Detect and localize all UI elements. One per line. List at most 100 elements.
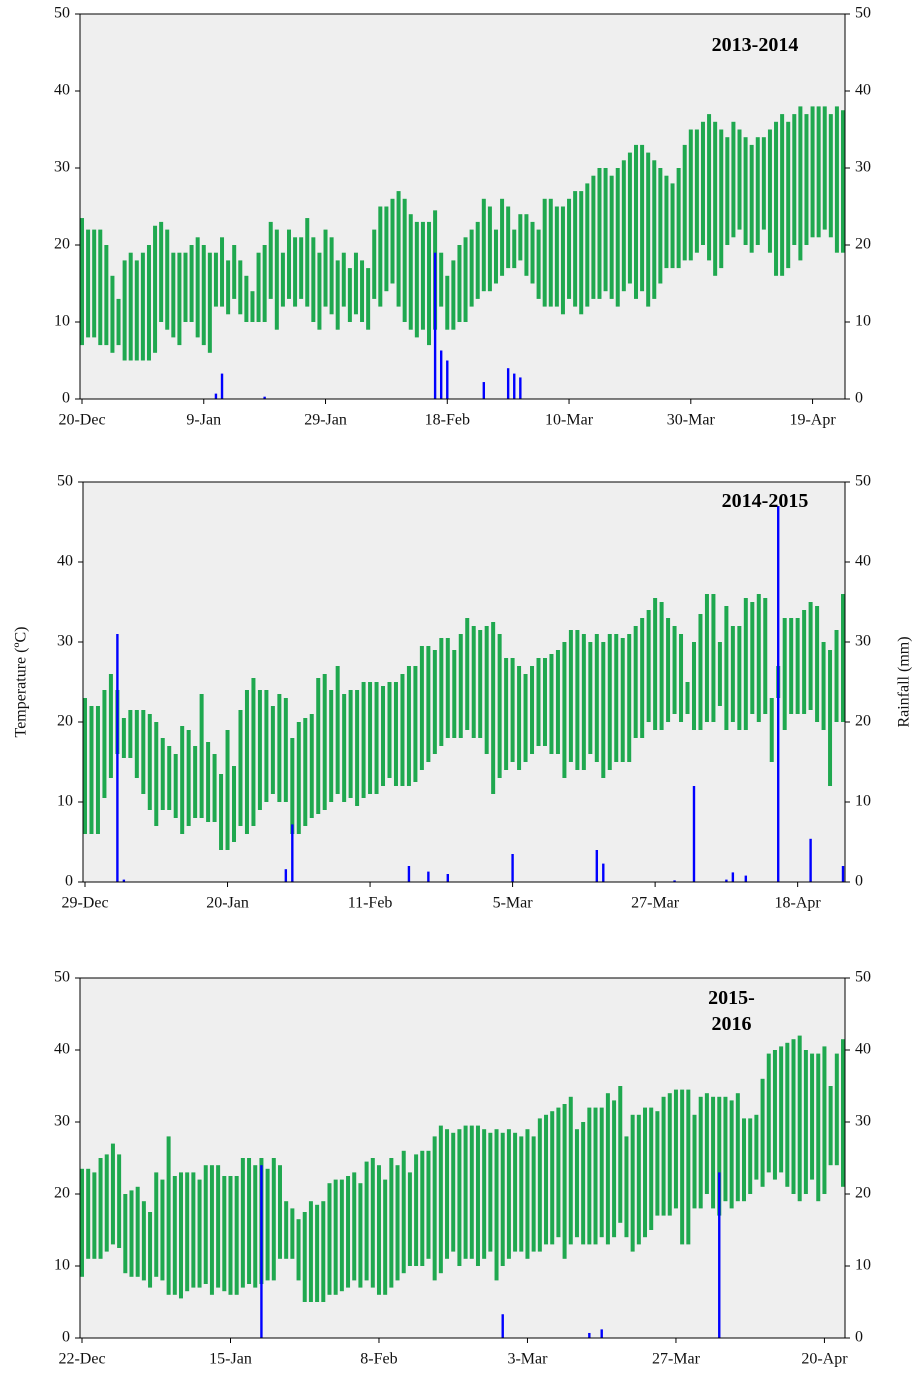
y-tick-label: 40 xyxy=(54,1041,70,1058)
y2-tick-label: 20 xyxy=(855,236,871,253)
y-tick-label: 30 xyxy=(57,633,73,650)
temperature-range-bar xyxy=(815,606,820,722)
rainfall-bar xyxy=(809,838,812,882)
temperature-range-bar xyxy=(172,1176,177,1295)
rainfall-bar xyxy=(718,1172,721,1338)
temperature-range-bar xyxy=(209,1165,214,1295)
x-tick-label: 20-Apr xyxy=(801,1351,848,1368)
temperature-range-bar xyxy=(465,618,470,730)
temperature-range-bar xyxy=(197,1179,202,1288)
temperature-range-bar xyxy=(506,1129,511,1259)
panel-title: 2014-2015 xyxy=(721,490,809,512)
temperature-range-bar xyxy=(605,1093,610,1245)
temperature-range-bar xyxy=(717,1096,722,1216)
temperature-range-bar xyxy=(154,722,159,826)
temperature-range-bar xyxy=(389,1158,394,1288)
temperature-range-bar xyxy=(250,291,255,322)
x-tick-label: 27-Mar xyxy=(652,1351,701,1368)
temperature-range-bar xyxy=(694,129,699,253)
temperature-range-bar xyxy=(743,598,748,730)
temperature-range-bar xyxy=(420,1150,425,1266)
temperature-range-bar xyxy=(597,168,602,299)
temperature-range-bar xyxy=(92,1172,97,1259)
x-tick-label: 20-Dec xyxy=(58,412,105,429)
rainfall-bar xyxy=(260,1165,263,1338)
temperature-range-bar xyxy=(376,1165,381,1295)
temperature-range-bar xyxy=(463,1125,468,1259)
temperature-range-bar xyxy=(358,1183,363,1288)
temperature-range-bar xyxy=(719,129,724,269)
x-tick-label: 27-Mar xyxy=(631,895,680,912)
x-tick-label: 9-Jan xyxy=(186,412,221,429)
temperature-range-bar xyxy=(342,694,347,802)
temperature-range-bar xyxy=(80,1168,84,1277)
y2-tick-label: 0 xyxy=(855,873,863,890)
temperature-range-bar xyxy=(225,730,230,850)
temperature-range-bar xyxy=(360,260,365,322)
temperature-range-bar xyxy=(609,175,614,299)
y2-tick-label: 40 xyxy=(855,1041,871,1058)
temperature-range-bar xyxy=(491,622,496,794)
rainfall-bar xyxy=(673,880,676,882)
temperature-range-bar xyxy=(475,1125,480,1266)
temperature-range-bar xyxy=(742,1118,747,1202)
temperature-range-bar xyxy=(408,214,413,330)
y2-tick-label: 10 xyxy=(855,793,871,810)
temperature-range-bar xyxy=(128,710,133,758)
temperature-range-bar xyxy=(183,252,188,322)
temperature-range-bar xyxy=(633,626,638,738)
temperature-range-bar xyxy=(277,1165,282,1259)
temperature-range-bar xyxy=(232,766,237,842)
panel-title: 2013-2014 xyxy=(711,34,799,56)
temperature-range-bar xyxy=(763,598,768,714)
x-tick-label: 5-Mar xyxy=(493,895,534,912)
rainfall-bar xyxy=(446,874,450,882)
temperature-range-bar xyxy=(232,245,237,299)
y-tick-label: 10 xyxy=(57,793,73,810)
temperature-range-bar xyxy=(141,710,146,794)
temperature-range-bar xyxy=(117,1154,122,1248)
y2-tick-label: 10 xyxy=(855,1257,871,1274)
temperature-range-bar xyxy=(713,121,718,276)
temperature-range-bar xyxy=(536,229,541,299)
temperature-range-bar xyxy=(802,610,807,714)
temperature-range-bar xyxy=(691,642,696,730)
temperature-range-bar xyxy=(303,718,308,826)
x-tick-label: 22-Dec xyxy=(58,1351,105,1368)
temperature-range-bar xyxy=(621,160,626,292)
temperature-range-bar xyxy=(808,602,813,710)
temperature-range-bar xyxy=(393,682,398,786)
y-tick-label: 20 xyxy=(54,236,70,253)
temperature-range-bar xyxy=(828,114,833,238)
x-tick-label: 30-Mar xyxy=(667,412,716,429)
temperature-range-bar xyxy=(173,754,178,818)
temperature-range-bar xyxy=(451,1132,456,1252)
temperature-range-bar xyxy=(277,694,282,802)
temperature-range-bar xyxy=(549,654,554,754)
rainfall-bar xyxy=(511,854,514,882)
temperature-range-bar xyxy=(160,738,165,810)
x-tick-label: 20-Jan xyxy=(206,895,249,912)
temperature-range-bar xyxy=(780,114,785,276)
temperature-range-bar xyxy=(286,229,291,299)
rainfall-bar xyxy=(777,506,780,882)
y-tick-label: 50 xyxy=(54,969,70,986)
temperature-range-bar xyxy=(646,152,651,307)
rainfall-bar xyxy=(446,360,449,399)
temperature-range-bar xyxy=(666,618,671,722)
temperature-range-bar xyxy=(525,1129,530,1259)
temperature-range-bar xyxy=(438,1125,443,1274)
temperature-range-bar xyxy=(293,237,298,307)
temperature-range-bar xyxy=(439,638,444,746)
temperature-range-bar xyxy=(414,1154,419,1266)
y-tick-label: 10 xyxy=(54,1257,70,1274)
temperature-range-bar xyxy=(104,245,109,346)
temperature-range-bar xyxy=(692,1114,697,1209)
temperature-range-bar xyxy=(798,106,803,261)
temperature-range-bar xyxy=(212,754,217,822)
temperature-range-bar xyxy=(737,129,742,230)
x-tick-label: 29-Dec xyxy=(61,895,108,912)
temperature-range-bar xyxy=(80,218,84,346)
temperature-range-bar xyxy=(554,206,559,307)
temperature-range-bar xyxy=(108,674,113,778)
